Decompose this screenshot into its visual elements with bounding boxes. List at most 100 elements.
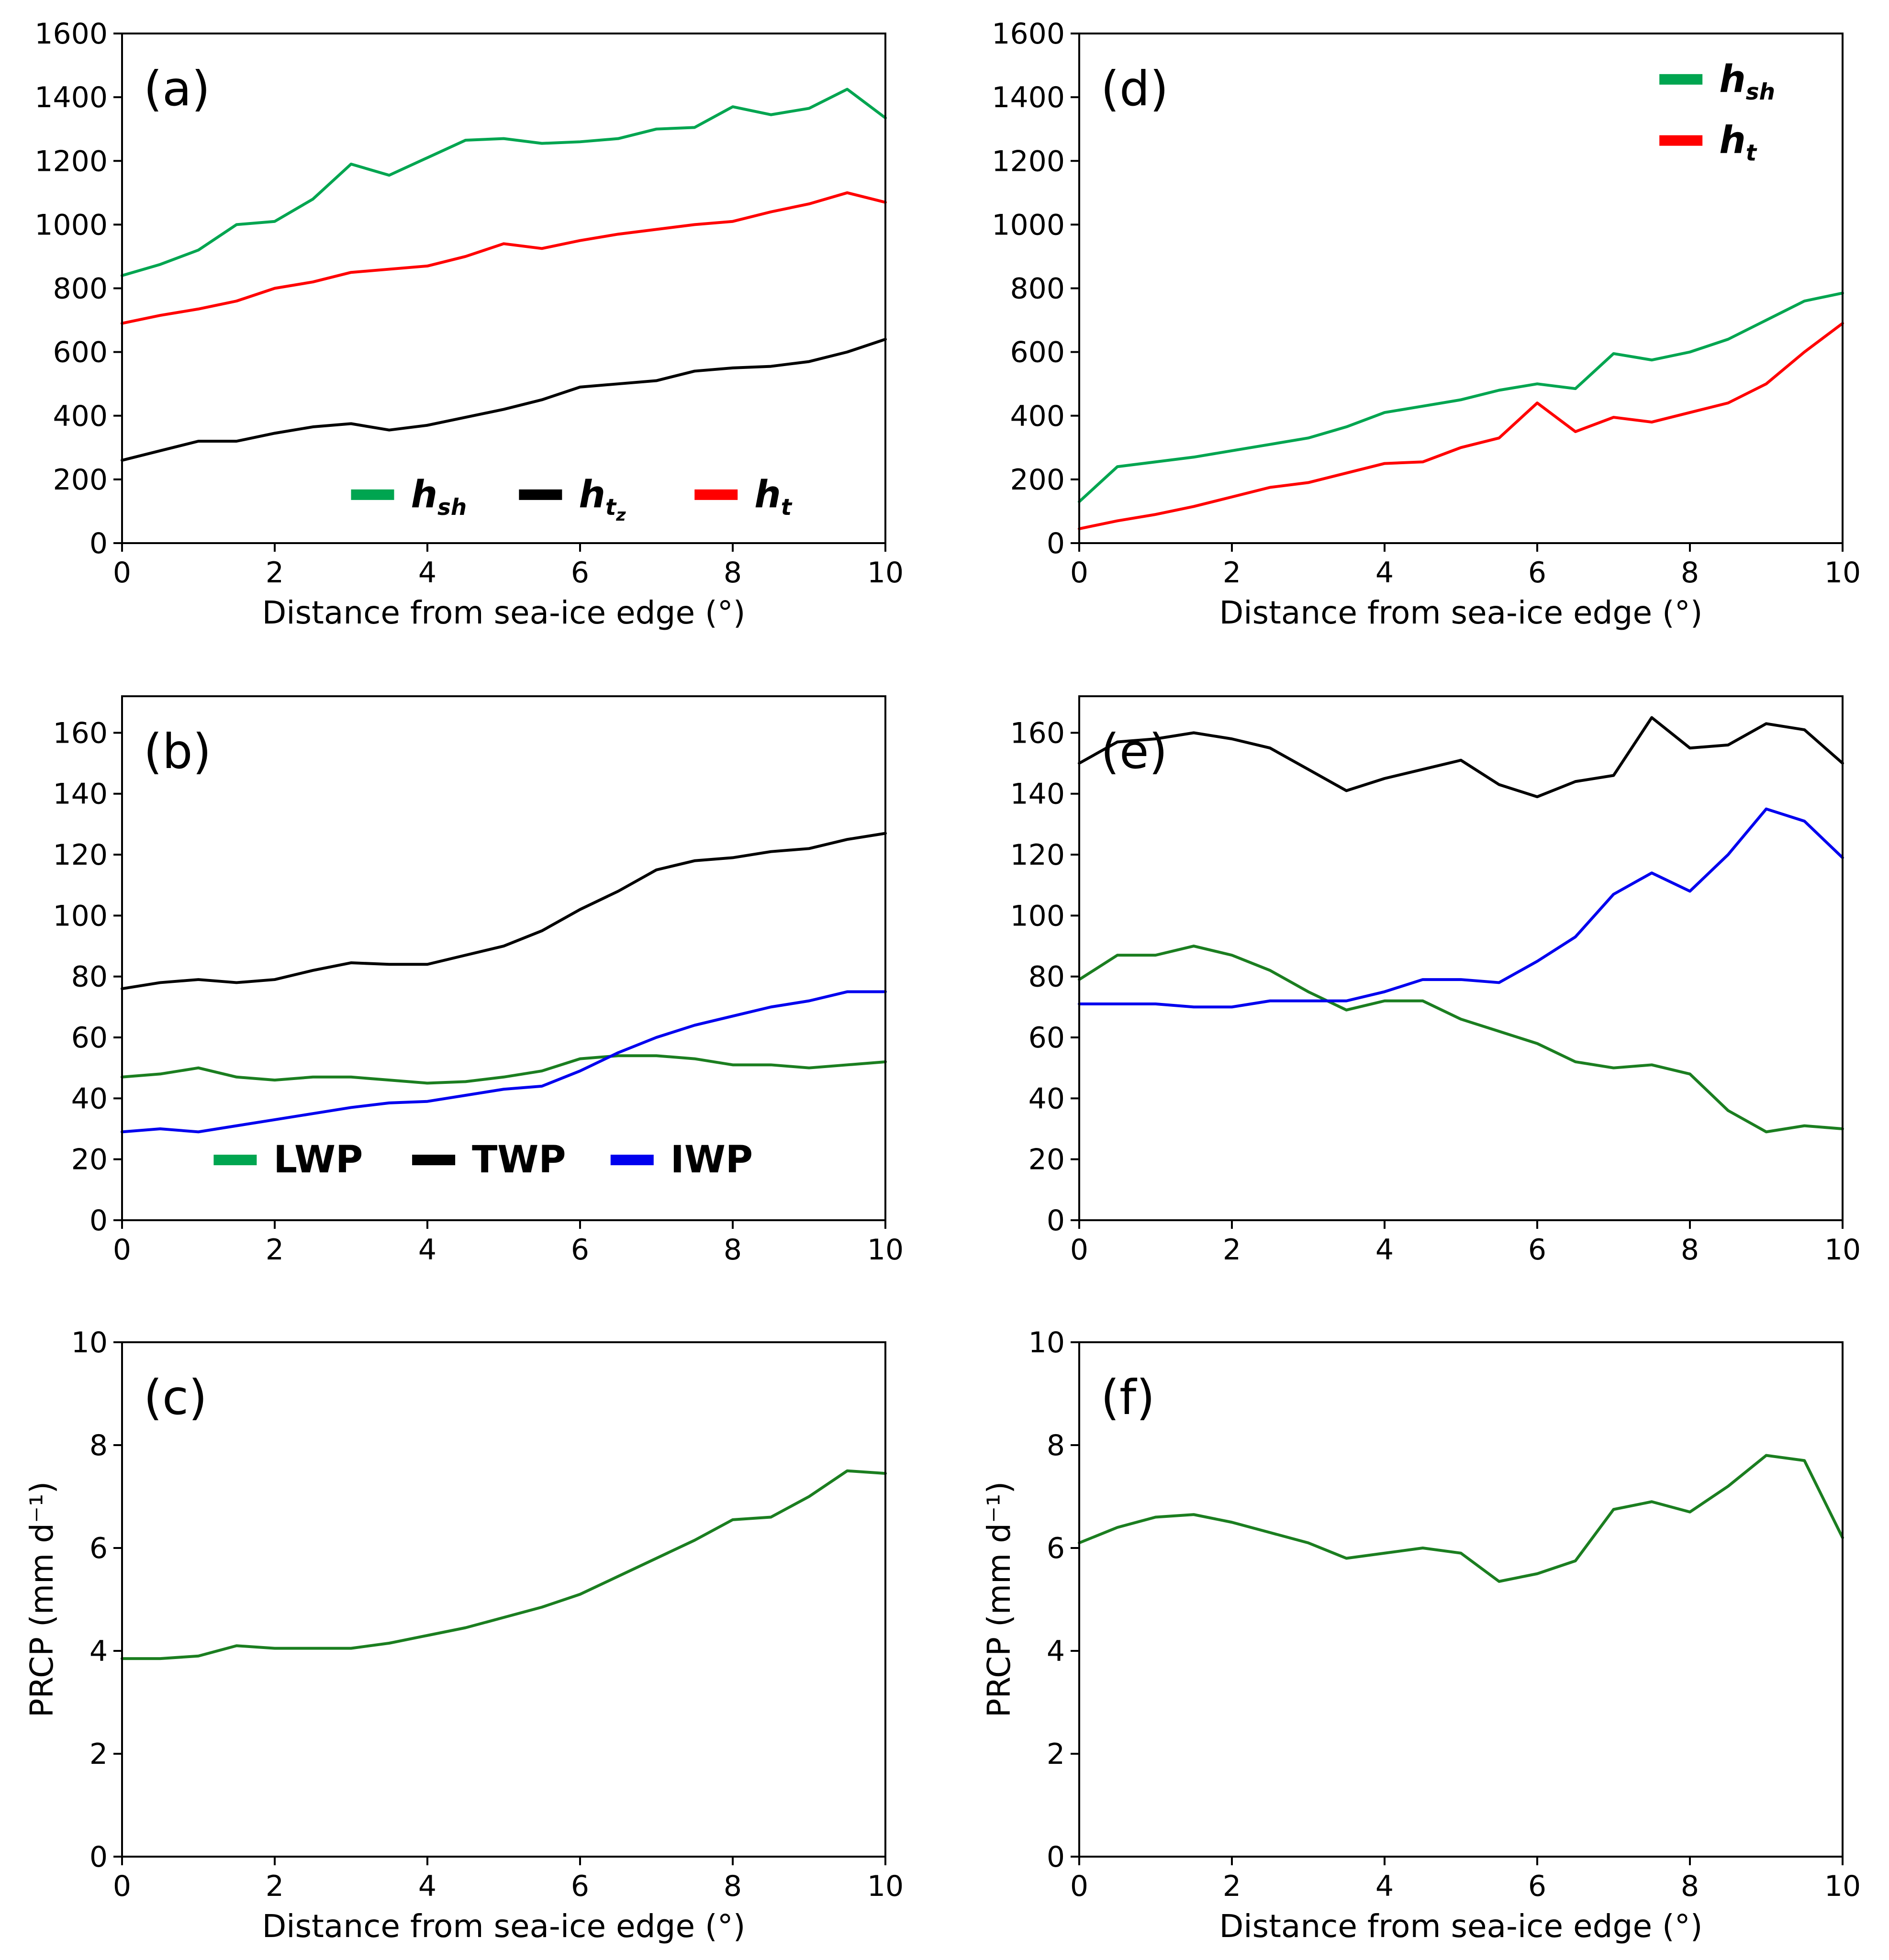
y-tick-label: 10 [71,1326,108,1359]
axes-frame [121,695,886,1221]
y-tick-label: 6 [89,1532,108,1565]
y-tick-label: 40 [71,1082,108,1115]
series-LWP [1078,945,1844,1134]
series-PRCP [121,1469,887,1660]
panel-c-chart: 0 2 4 6 8 10 0 2 4 6 8 10 Distance from sea-ice edge… [23,1326,904,1945]
legend-swatch [519,489,562,500]
y-tick-label: 1400 [992,81,1065,114]
x-tick-label: 0 [1070,556,1088,590]
legend-swatch [610,1155,654,1166]
x-tick-label: 6 [571,1870,589,1903]
y-tick-label: 160 [53,716,108,750]
series-PRCP [1078,1454,1844,1583]
y-tick-label: 0 [1047,527,1065,560]
x-tick-label: 4 [418,1870,436,1903]
x-tick-label: 2 [266,1870,284,1903]
x-tick-label: 4 [1375,556,1394,590]
series-h_sh [1078,291,1844,503]
y-tick-label: 140 [53,778,108,811]
legend-swatch [1659,135,1703,146]
legend-swatch [213,1155,257,1166]
series-h_sh [121,88,887,277]
legend-label: TWP [472,1138,566,1181]
legend-label: hsh [411,473,467,521]
y-tick-label: 600 [53,336,108,369]
x-tick-label: 8 [1681,1233,1699,1267]
x-axis-label: Distance from sea-ice edge (°) [1219,594,1702,631]
legend-label: ht [754,473,793,521]
y-axis-label: PRCP (mm d⁻¹) [981,1481,1017,1718]
y-tick-label: 4 [89,1635,108,1668]
panel-a-chart: 0 2 4 6 8 10 0 200 400 600 800 1000 1200 1400 1600 Dist… [34,17,904,631]
y-tick-label: 0 [89,1204,108,1237]
x-tick-label: 4 [1375,1233,1394,1267]
legend-swatch [1659,74,1703,85]
y-tick-label: 200 [53,463,108,497]
y-tick-label: 800 [53,272,108,306]
panel-letter: (f) [1101,1370,1155,1425]
panel-letter: (a) [144,61,210,117]
y-tick-label: 140 [1010,778,1065,811]
legend-label: ht [1719,119,1757,167]
y-tick-label: 800 [1010,272,1065,306]
y-tick-label: 20 [71,1143,108,1177]
y-tick-label: 1600 [34,17,108,51]
x-tick-label: 8 [1681,556,1699,590]
legend-label: IWP [671,1138,753,1181]
x-tick-label: 2 [1223,1233,1241,1267]
legend-label: LWP [273,1138,363,1181]
y-tick-label: 100 [1010,899,1065,933]
x-tick-label: 8 [724,556,742,590]
y-tick-label: 600 [1010,336,1065,369]
series-TWP [121,832,887,991]
y-tick-label: 0 [89,1840,108,1874]
y-tick-label: 1000 [34,208,108,242]
x-tick-label: 2 [266,1233,284,1267]
legend-swatch [412,1155,456,1166]
x-axis-label: Distance from sea-ice edge (°) [262,594,745,631]
series-IWP [1078,807,1844,1009]
y-tick-label: 160 [1010,716,1065,750]
x-tick-label: 8 [1681,1870,1699,1903]
y-tick-label: 8 [1047,1429,1065,1462]
panel-d-chart: 0 2 4 6 8 10 0 200 400 600 800 1000 1200 1400 1600 Dist… [992,17,1861,631]
y-tick-label: 40 [1028,1082,1065,1115]
x-tick-label: 8 [724,1233,742,1267]
series-LWP [121,1054,887,1085]
y-tick-label: 20 [1028,1143,1065,1177]
x-tick-label: 0 [113,1233,131,1267]
x-tick-label: 6 [1528,1233,1546,1267]
y-tick-label: 0 [89,527,108,560]
y-tick-label: 80 [1028,960,1065,994]
y-tick-label: 0 [1047,1204,1065,1237]
x-tick-label: 10 [1824,556,1861,590]
y-tick-label: 1400 [34,81,108,114]
x-tick-label: 10 [1824,1870,1861,1903]
x-tick-label: 2 [266,556,284,590]
panel-letter: (c) [144,1370,207,1425]
series-h_t_z [121,338,887,462]
legend-label: hsh [1719,58,1775,105]
y-tick-label: 4 [1047,1635,1065,1668]
x-tick-label: 4 [418,1233,436,1267]
y-tick-label: 2 [89,1737,108,1771]
y-tick-label: 1200 [992,145,1065,178]
y-tick-label: 1200 [34,145,108,178]
y-tick-label: 200 [1010,463,1065,497]
y-tick-label: 80 [71,960,108,994]
x-tick-label: 0 [1070,1233,1088,1267]
y-tick-label: 120 [1010,838,1065,872]
y-tick-label: 10 [1028,1326,1065,1359]
y-tick-label: 1000 [992,208,1065,242]
y-tick-label: 400 [53,400,108,433]
y-tick-label: 6 [1047,1532,1065,1565]
axes-frame [1078,33,1844,544]
axes-frame [121,1341,886,1858]
x-tick-label: 6 [571,556,589,590]
x-tick-label: 10 [1824,1233,1861,1267]
y-tick-label: 100 [53,899,108,933]
x-tick-label: 8 [724,1870,742,1903]
panel-letter: (b) [144,724,212,780]
